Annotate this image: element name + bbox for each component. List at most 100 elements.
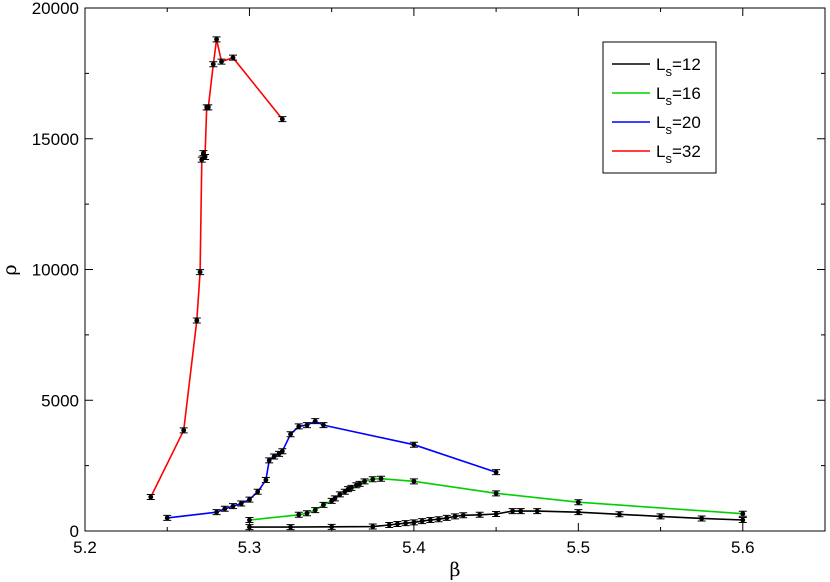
data-point (214, 36, 219, 42)
data-point (197, 269, 203, 275)
series-line (150, 39, 283, 498)
x-tick-label: 5.4 (402, 538, 426, 557)
data-point (312, 418, 318, 424)
data-point (378, 476, 384, 482)
data-point (740, 517, 746, 523)
data-point (222, 506, 228, 512)
data-point (288, 524, 293, 530)
data-point (181, 427, 187, 433)
data-point (395, 521, 400, 527)
data-point (411, 442, 417, 448)
data-point (493, 490, 499, 496)
data-point (219, 59, 224, 65)
legend-label-name: L (656, 113, 665, 132)
legend-label-suffix: =12 (672, 55, 701, 74)
y-tick-label: 10000 (32, 261, 79, 280)
data-point (214, 509, 219, 515)
data-point (493, 469, 499, 475)
data-point (477, 512, 483, 518)
data-point (411, 519, 417, 525)
data-point (210, 61, 216, 67)
data-point (288, 431, 293, 437)
data-point (321, 422, 326, 428)
data-point (312, 507, 318, 513)
x-tick-label: 5.6 (731, 538, 755, 557)
legend-label-name: L (656, 84, 665, 103)
legend-label-subscript: s (665, 93, 672, 108)
data-point (452, 513, 458, 519)
data-point (164, 515, 170, 521)
data-point (617, 511, 622, 517)
data-point (699, 516, 705, 521)
data-point (296, 512, 302, 518)
data-point (575, 499, 581, 505)
data-point (337, 491, 343, 497)
data-point (370, 524, 376, 529)
data-point (658, 513, 663, 519)
data-point (427, 517, 433, 523)
data-point (510, 508, 515, 514)
data-point (271, 454, 277, 459)
data-point (411, 478, 417, 484)
data-point (534, 508, 540, 514)
data-point (362, 478, 367, 484)
data-point (296, 424, 302, 429)
data-point (403, 520, 409, 526)
y-axis-title: ρ (0, 264, 21, 275)
legend-label: Ls=20 (656, 113, 701, 137)
legend-label-suffix: =20 (672, 113, 701, 132)
data-point (304, 422, 310, 428)
data-point (493, 511, 499, 517)
y-tick-label: 0 (70, 522, 79, 541)
data-point (304, 510, 310, 516)
legend-label: Ls=16 (656, 84, 701, 108)
legend-label-name: L (656, 55, 665, 74)
data-point (279, 448, 285, 454)
series-layer (146, 36, 747, 531)
data-point (444, 515, 450, 521)
data-point (436, 516, 441, 522)
data-point (460, 512, 466, 518)
data-point (575, 509, 581, 515)
data-point (518, 508, 524, 514)
data-point (321, 502, 326, 508)
legend-label-name: L (656, 142, 665, 161)
data-point (357, 481, 363, 487)
x-tick-label: 5.3 (238, 538, 262, 557)
data-point (370, 476, 376, 482)
legend-label-subscript: s (665, 151, 672, 166)
data-point (148, 494, 154, 500)
data-point (230, 503, 236, 509)
data-point (329, 524, 335, 530)
data-point (386, 522, 392, 528)
data-point (247, 517, 252, 523)
legend-label: Ls=32 (656, 142, 701, 166)
axis-ticks: 5.2 5.3 5.4 5.5 5.6 0 5000 10000 15000 20000 (32, 0, 826, 557)
data-point (247, 524, 252, 530)
legend-label-suffix: =32 (672, 142, 701, 161)
x-tick-label: 5.5 (567, 538, 591, 557)
data-point (419, 518, 425, 524)
data-point (194, 318, 200, 323)
data-point (230, 55, 236, 61)
y-tick-label: 5000 (41, 391, 79, 410)
data-point (279, 116, 285, 122)
y-tick-label: 20000 (32, 0, 79, 18)
data-point (263, 477, 269, 483)
legend-label: Ls=12 (656, 55, 701, 79)
data-point (349, 485, 354, 491)
series-line (249, 510, 743, 528)
legend-label-subscript: s (665, 122, 672, 137)
data-point (238, 501, 244, 506)
data-point (202, 154, 208, 160)
x-tick-label: 5.2 (73, 538, 97, 557)
legend-label-subscript: s (665, 64, 672, 79)
data-point (247, 497, 252, 503)
data-point (255, 489, 261, 495)
legend-label-suffix: =16 (672, 84, 701, 103)
data-point (740, 511, 746, 517)
data-point (205, 104, 211, 110)
y-tick-label: 15000 (32, 130, 79, 149)
